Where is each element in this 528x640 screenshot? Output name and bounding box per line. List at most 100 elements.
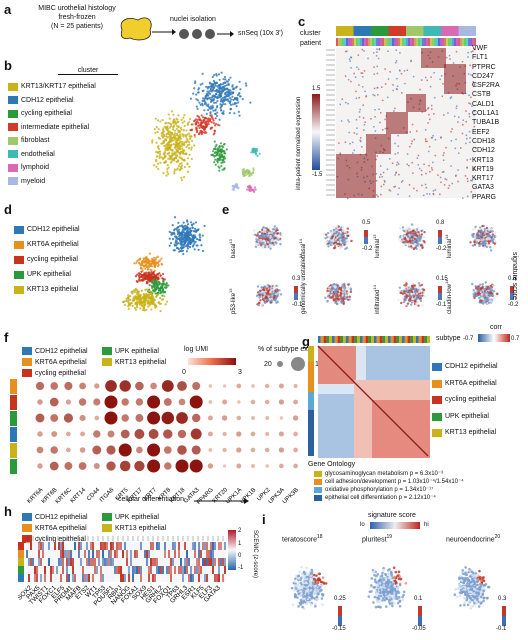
cluster-bar-cell [388, 26, 406, 36]
e-map-name: luminal13 [372, 235, 381, 258]
umap-cluster-points [231, 183, 240, 192]
d-legend: CDH12 epithelial KRT6A epithelial cycling … [14, 222, 80, 297]
f-pct-size-key [277, 357, 305, 371]
h-cell [218, 566, 220, 574]
h-cell [32, 574, 34, 582]
f-dot [64, 381, 73, 391]
h-cell [100, 566, 102, 574]
e-map-min: -0.2 [436, 246, 447, 252]
gene-label: PTPRC [472, 63, 496, 71]
h-cell [178, 542, 180, 550]
h-cell [218, 574, 220, 582]
legend-label: KRT13 epithelial [115, 524, 167, 532]
h-cell [52, 558, 54, 566]
f-dot [207, 463, 214, 469]
i-map-min: -0.05 [412, 626, 426, 632]
legend-item: intermediate epithelial [8, 121, 96, 135]
umap-cluster-points [210, 140, 228, 172]
h-cell [94, 550, 96, 558]
legend-label: cycling epithelial [27, 256, 78, 263]
h-cell [36, 550, 38, 558]
patient-bar-cell [416, 38, 418, 46]
g-subtype-cell [326, 336, 330, 343]
h-cell [104, 566, 106, 574]
f-dot [94, 415, 100, 421]
f-logumi-label: log UMI [184, 346, 209, 353]
h-cell [180, 542, 182, 550]
h-cell [136, 542, 138, 550]
h-cell [192, 574, 194, 582]
panel-label-i: i [262, 512, 266, 527]
h-cell [54, 542, 56, 550]
legend-swatch [102, 347, 112, 355]
h-cell [178, 550, 180, 558]
h-cell [40, 550, 42, 558]
f-pct-label: % of subtype exp [258, 346, 312, 353]
h-cell [30, 550, 32, 558]
h-cell [32, 542, 34, 550]
h-cell [106, 550, 108, 558]
h-cell [172, 542, 174, 550]
h-cell [30, 574, 32, 582]
h-cell [110, 566, 112, 574]
h-cell [38, 550, 40, 558]
h-cell [44, 566, 46, 574]
h-cell [76, 558, 78, 566]
h-cell [194, 558, 196, 566]
h-cell [158, 550, 160, 558]
umap-cluster-points [250, 147, 261, 158]
legend-label: cycling epithelial [21, 110, 72, 118]
h-cell [136, 574, 138, 582]
f-dot [78, 462, 87, 470]
legend-swatch [22, 513, 32, 521]
h-cell [132, 566, 134, 574]
patient-bar-cell [448, 38, 450, 46]
go-term-label: oxidative phosphorylation p = 1.34x10⁻¹⁷ [325, 487, 434, 493]
h-cell [58, 558, 60, 566]
h-cell [44, 558, 46, 566]
h-cell [78, 542, 80, 550]
patient-bar-cell [430, 38, 432, 46]
e-map-name-text: claudin-low [447, 283, 453, 314]
f-dot [265, 464, 269, 468]
patient-bar-cell [436, 38, 438, 46]
h-cell [220, 566, 222, 574]
f-dot [118, 443, 132, 457]
h-cell [138, 574, 140, 582]
h-cell [38, 574, 40, 582]
legend-swatch [8, 150, 18, 159]
h-cell [148, 566, 150, 574]
h-cell [90, 566, 92, 574]
patient-bar-cell [344, 38, 346, 46]
legend-label: KRT13 epithelial [27, 286, 79, 293]
h-cell [140, 542, 142, 550]
e-signature-umap [397, 223, 426, 252]
h-cell [192, 566, 194, 574]
patient-bar-cell [386, 38, 388, 46]
legend-label: KRT6A epithelial [445, 379, 497, 387]
legend-item: myeloid [8, 175, 96, 189]
h-cell [170, 550, 172, 558]
h-cell [200, 566, 202, 574]
h-cell [56, 558, 58, 566]
h-cell [198, 574, 200, 582]
h-cell [48, 550, 50, 558]
h-cell [182, 558, 184, 566]
h-cell [204, 574, 206, 582]
go-term-label: epithelial cell differentiation p = 2.12… [325, 495, 436, 501]
legend-label: CDH12 epithelial [35, 513, 88, 521]
h-cell [218, 558, 220, 566]
h-cell [190, 542, 192, 550]
h-cell [46, 558, 48, 566]
h-cell [32, 550, 34, 558]
f-dot [279, 463, 284, 469]
h-cell [212, 550, 214, 558]
i-map-max: 0.1 [414, 596, 423, 602]
h-cell [202, 566, 204, 574]
d-umap-plot [121, 216, 206, 313]
h-cell [62, 574, 64, 582]
f-dot [208, 448, 213, 452]
g-subtype-cell [393, 336, 397, 343]
panel-label-h: h [4, 504, 12, 519]
